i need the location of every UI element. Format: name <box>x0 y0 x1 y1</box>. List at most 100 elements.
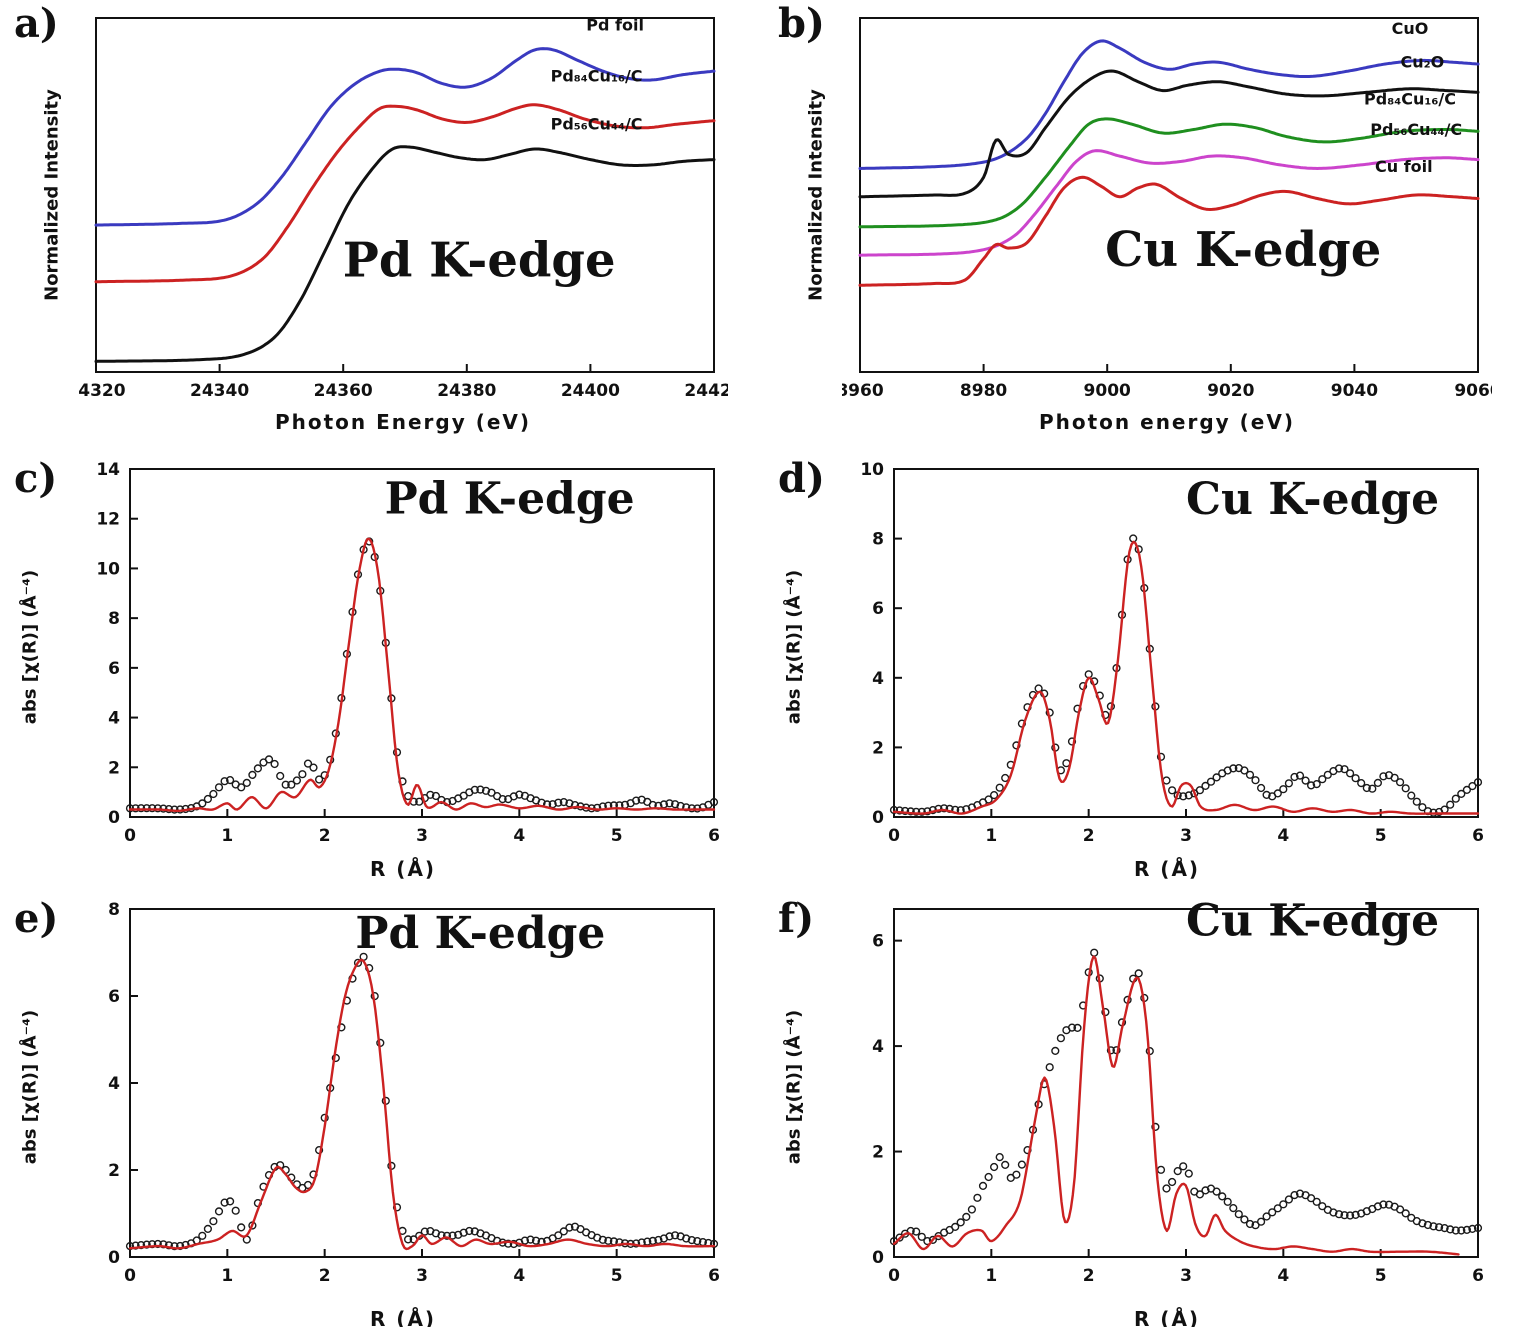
svg-text:8: 8 <box>108 609 120 629</box>
svg-text:10: 10 <box>860 461 884 480</box>
svg-text:2: 2 <box>872 738 884 758</box>
panel-label-e: e) <box>14 895 59 942</box>
svg-text:0: 0 <box>124 1266 136 1286</box>
svg-text:Cu K-edge: Cu K-edge <box>1105 222 1381 278</box>
svg-text:5: 5 <box>611 826 623 846</box>
svg-text:CuO: CuO <box>1392 19 1429 38</box>
chart-canvas-b: 8960 8980 9000 9020 9040 9060 Cu K-edge CuO Cu₂O… <box>842 17 1492 401</box>
panel-f: f) abs [χ(R)] (Å⁻⁴) 0 1 2 3 4 5 6 0 2 4 6 Cu K-edge… <box>764 895 1529 1327</box>
svg-text:1: 1 <box>985 1266 997 1286</box>
y-axis-label-d: abs [χ(R)] (Å⁻⁴) <box>783 569 805 725</box>
svg-text:9000: 9000 <box>1084 381 1131 401</box>
svg-text:0: 0 <box>872 808 884 828</box>
svg-text:6: 6 <box>1472 826 1484 846</box>
svg-text:10: 10 <box>96 559 120 579</box>
svg-text:2: 2 <box>319 826 331 846</box>
svg-text:4: 4 <box>513 1266 525 1286</box>
panel-a: a) Normalized Intensity 2432024340243602… <box>0 0 764 455</box>
panel-e: e) abs [χ(R)] (Å⁻⁴) 0 1 2 3 4 5 6 0 2 4 6 8 Pd K-edg… <box>0 895 764 1327</box>
svg-text:1: 1 <box>985 826 997 846</box>
panel-d: d) abs [χ(R)] (Å⁻⁴) 0 1 2 3 4 5 6 0 2 4 6 8 10 Cu K-e… <box>764 455 1529 895</box>
y-axis-label-b: Normalized Intensity <box>805 89 827 301</box>
panel-c: c) abs [χ(R)] (Å⁻⁴) 0 1 2 3 4 5 6 0 2 4 6 8 10 12 14 Pd… <box>0 455 764 895</box>
svg-text:0: 0 <box>124 826 136 846</box>
svg-text:9020: 9020 <box>1207 381 1254 401</box>
panel-label-a: a) <box>14 0 59 47</box>
y-axis-label-e: abs [χ(R)] (Å⁻⁴) <box>19 1009 41 1165</box>
svg-text:5: 5 <box>1375 826 1387 846</box>
svg-text:2: 2 <box>872 1143 884 1163</box>
svg-text:6: 6 <box>1472 1266 1484 1286</box>
svg-text:4: 4 <box>872 1037 884 1057</box>
chart-canvas-a: 24320 24340 24360 24380 24400 24420 Pd K-edge P… <box>78 15 728 401</box>
svg-text:4: 4 <box>513 826 525 846</box>
svg-text:24380: 24380 <box>437 381 496 401</box>
svg-text:24400: 24400 <box>561 381 620 401</box>
panel-label-d: d) <box>778 455 825 502</box>
svg-text:1: 1 <box>221 826 233 846</box>
svg-text:Pd foil: Pd foil <box>586 15 644 34</box>
svg-text:5: 5 <box>1375 1266 1387 1286</box>
svg-text:0: 0 <box>108 1248 120 1268</box>
svg-text:4: 4 <box>108 1074 120 1094</box>
panel-label-f: f) <box>778 895 815 942</box>
svg-text:2: 2 <box>1083 826 1095 846</box>
svg-text:3: 3 <box>1180 826 1192 846</box>
svg-text:8: 8 <box>872 530 884 550</box>
chart-canvas-d: 0 1 2 3 4 5 6 0 2 4 6 8 10 Cu K-edge <box>860 461 1484 846</box>
y-axis-label-f: abs [χ(R)] (Å⁻⁴) <box>783 1009 805 1165</box>
svg-text:5: 5 <box>611 1266 623 1286</box>
svg-text:Pd₈₄Cu₁₆/C: Pd₈₄Cu₁₆/C <box>551 67 643 86</box>
chart-canvas-f: 0 1 2 3 4 5 6 0 2 4 6 Cu K-edge <box>872 901 1484 1286</box>
svg-text:Pd K-edge: Pd K-edge <box>343 232 616 288</box>
x-axis-label-d: R (Å) <box>1133 857 1201 881</box>
panel-label-c: c) <box>14 455 58 502</box>
svg-text:4: 4 <box>1277 826 1289 846</box>
x-axis-label-f: R (Å) <box>1133 1307 1201 1327</box>
svg-text:9060: 9060 <box>1454 381 1492 401</box>
svg-text:Pd₅₆Cu₄₄/C: Pd₅₆Cu₄₄/C <box>1370 120 1462 139</box>
svg-text:4: 4 <box>872 669 884 689</box>
x-axis-label-b: Photon energy (eV) <box>1038 410 1295 434</box>
svg-text:24340: 24340 <box>190 381 249 401</box>
svg-text:8960: 8960 <box>842 381 884 401</box>
svg-text:2: 2 <box>108 1161 120 1181</box>
svg-text:Cu K-edge: Cu K-edge <box>1186 474 1439 525</box>
svg-text:24320: 24320 <box>78 381 126 401</box>
svg-text:Pd K-edge: Pd K-edge <box>355 908 605 959</box>
svg-text:Pd₅₆Cu₄₄/C: Pd₅₆Cu₄₄/C <box>551 115 643 134</box>
svg-text:1: 1 <box>221 1266 233 1286</box>
svg-text:4: 4 <box>1277 1266 1289 1286</box>
svg-text:Cu K-edge: Cu K-edge <box>1186 901 1439 946</box>
svg-text:6: 6 <box>708 1266 720 1286</box>
svg-text:6: 6 <box>108 987 120 1007</box>
svg-text:9040: 9040 <box>1331 381 1378 401</box>
svg-text:6: 6 <box>872 932 884 952</box>
svg-text:12: 12 <box>96 510 120 530</box>
svg-text:14: 14 <box>96 461 120 480</box>
svg-text:4: 4 <box>108 709 120 729</box>
svg-text:0: 0 <box>872 1248 884 1268</box>
panel-label-b: b) <box>778 0 825 47</box>
svg-text:2: 2 <box>319 1266 331 1286</box>
svg-text:0: 0 <box>888 826 900 846</box>
svg-text:0: 0 <box>888 1266 900 1286</box>
svg-text:Cu₂O: Cu₂O <box>1401 53 1445 72</box>
svg-text:3: 3 <box>1180 1266 1192 1286</box>
svg-text:6: 6 <box>708 826 720 846</box>
x-axis-label-e: R (Å) <box>369 1307 437 1327</box>
svg-text:Pd₈₄Cu₁₆/C: Pd₈₄Cu₁₆/C <box>1364 90 1456 109</box>
svg-text:3: 3 <box>416 826 428 846</box>
svg-text:Cu foil: Cu foil <box>1375 157 1433 176</box>
svg-text:24420: 24420 <box>684 381 728 401</box>
x-axis-label-a: Photon Energy (eV) <box>274 410 532 434</box>
svg-text:0: 0 <box>108 808 120 828</box>
y-axis-label-a: Normalized Intensity <box>41 89 63 301</box>
y-axis-label-c: abs [χ(R)] (Å⁻⁴) <box>19 569 41 725</box>
svg-text:3: 3 <box>416 1266 428 1286</box>
chart-canvas-e: 0 1 2 3 4 5 6 0 2 4 6 8 Pd K-edge <box>108 901 720 1286</box>
svg-text:6: 6 <box>872 599 884 619</box>
svg-text:24360: 24360 <box>314 381 373 401</box>
svg-text:Pd K-edge: Pd K-edge <box>385 474 635 525</box>
